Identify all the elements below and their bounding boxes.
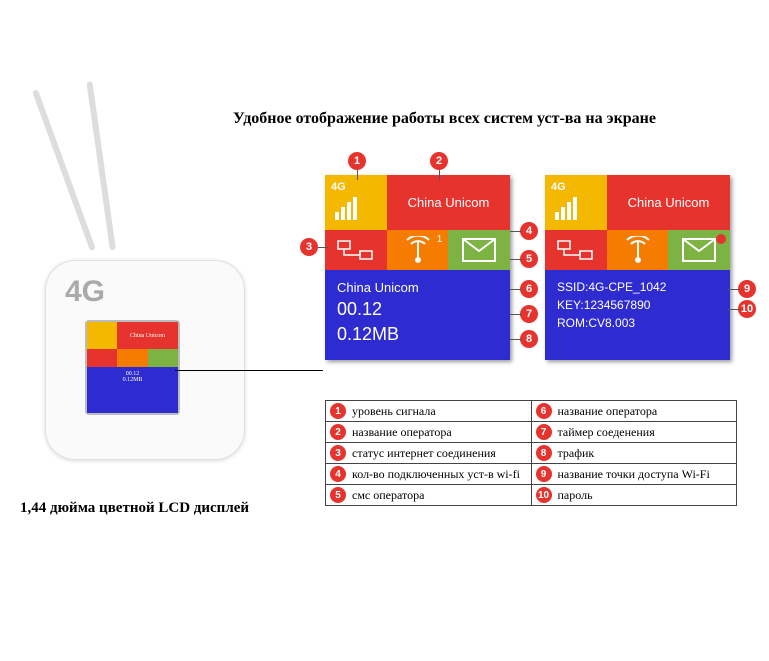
signal-4g-label: 4G	[331, 181, 346, 193]
callout-4: 4	[520, 222, 538, 240]
callout-8: 8	[520, 330, 538, 348]
callout-9: 9	[738, 280, 756, 298]
router-device: 4G China Unicom 00.120.12MB	[45, 260, 245, 460]
legend-cell: 3 статус интернет соединения	[325, 443, 531, 463]
legend-text: трафик	[558, 446, 595, 461]
rom-label: ROM:	[557, 316, 588, 330]
rom-value: CV8.003	[588, 316, 635, 330]
lcd-b-body: SSID:4G-CPE_1042 KEY:1234567890 ROM:CV8.…	[545, 270, 730, 344]
key-value: 1234567890	[584, 298, 651, 312]
lcd-screen-a: 4G China Unicom 1 China Unicom 00.12 0.1…	[325, 175, 510, 360]
legend-text: кол-во подключенных уст-в wi-fi	[352, 467, 520, 482]
legend-number: 8	[536, 445, 552, 461]
mini-body: 00.120.12MB	[87, 367, 178, 383]
legend-cell: 4 кол-во подключенных уст-в wi-fi	[325, 464, 531, 484]
legend-text: пароль	[558, 488, 593, 503]
body-traffic: 0.12MB	[337, 324, 498, 345]
sms-tile	[448, 230, 510, 270]
network-tile	[545, 230, 607, 270]
legend-cell: 8 трафик	[531, 443, 738, 463]
sms-tile	[668, 230, 730, 270]
callout-1: 1	[348, 152, 366, 170]
signal-tile: 4G	[325, 175, 387, 230]
signal-bars-icon	[555, 197, 577, 220]
legend-number: 1	[330, 403, 346, 419]
legend-row: 5 смс оператора 10 пароль	[325, 485, 737, 506]
body-operator: China Unicom	[337, 280, 498, 295]
mini-operator: China Unicom	[117, 322, 178, 349]
wifi-tile	[607, 230, 669, 270]
legend-text: статус интернет соединения	[352, 446, 496, 461]
legend-number: 10	[536, 487, 552, 503]
lcd-a-body: China Unicom 00.12 0.12MB	[325, 270, 510, 359]
callout-10: 10	[738, 300, 756, 318]
legend-row: 3 статус интернет соединения 8 трафик	[325, 443, 737, 464]
legend-cell: 1 уровень сигнала	[325, 401, 531, 421]
legend-row: 4 кол-во подключенных уст-в wi-fi 9 названи…	[325, 464, 737, 485]
legend-cell: 10 пароль	[531, 485, 738, 505]
callout-6: 6	[520, 280, 538, 298]
legend-number: 4	[330, 466, 346, 482]
signal-tile: 4G	[545, 175, 607, 230]
wifi-tile: 1	[387, 230, 449, 270]
body-timer: 00.12	[337, 299, 498, 320]
legend-text: уровень сигнала	[352, 404, 436, 419]
wifi-icon	[401, 236, 435, 264]
callout-3: 3	[300, 238, 318, 256]
legend-number: 7	[536, 424, 552, 440]
wifi-icon	[621, 236, 655, 264]
legend-text: название точки доступа Wi-Fi	[558, 467, 710, 482]
legend-cell: 2 название оператора	[325, 422, 531, 442]
legend-number: 6	[536, 403, 552, 419]
legend-number: 3	[330, 445, 346, 461]
legend-text: название оператора	[352, 425, 452, 440]
legend-number: 2	[330, 424, 346, 440]
operator-tile: China Unicom	[387, 175, 510, 230]
legend-cell: 7 таймер соеденения	[531, 422, 738, 442]
lcd-screen-b: 4G China Unicom SSID:4G-CPE_1042 KEY:123…	[545, 175, 730, 360]
page-title: Удобное отображение работы всех систем у…	[140, 110, 749, 128]
legend-text: название оператора	[558, 404, 658, 419]
key-label: KEY:	[557, 298, 584, 312]
router-lcd: China Unicom 00.120.12MB	[85, 320, 180, 415]
envelope-icon	[682, 238, 716, 262]
network-icon	[337, 240, 373, 260]
network-icon	[557, 240, 593, 260]
antenna	[32, 89, 96, 251]
legend-row: 2 название оператора 7 таймер соеденения	[325, 422, 737, 443]
signal-4g-label: 4G	[551, 181, 566, 193]
ssid-label: SSID:	[557, 280, 588, 294]
legend-number: 5	[330, 487, 346, 503]
legend-number: 9	[536, 466, 552, 482]
router-logo: 4G	[65, 275, 105, 309]
caption: 1,44 дюйма цветной LCD дисплей	[20, 500, 249, 517]
wifi-count: 1	[437, 234, 443, 245]
legend-table: 1 уровень сигнала 6 название оператора 2 назв…	[325, 400, 737, 506]
envelope-icon	[462, 238, 496, 262]
network-tile	[325, 230, 387, 270]
callout-5: 5	[520, 250, 538, 268]
callout-7: 7	[520, 305, 538, 323]
sms-notification-dot	[716, 234, 726, 244]
ssid-value: 4G-CPE_1042	[588, 280, 666, 294]
legend-row: 1 уровень сигнала 6 название оператора	[325, 401, 737, 422]
operator-tile: China Unicom	[607, 175, 730, 230]
antenna	[86, 81, 116, 250]
legend-cell: 6 название оператора	[531, 401, 738, 421]
signal-bars-icon	[335, 197, 357, 220]
legend-cell: 9 название точки доступа Wi-Fi	[531, 464, 738, 484]
connector-line	[175, 370, 323, 371]
legend-text: смс оператора	[352, 488, 424, 503]
callout-2: 2	[430, 152, 448, 170]
legend-cell: 5 смс оператора	[325, 485, 531, 505]
legend-text: таймер соеденения	[558, 425, 655, 440]
